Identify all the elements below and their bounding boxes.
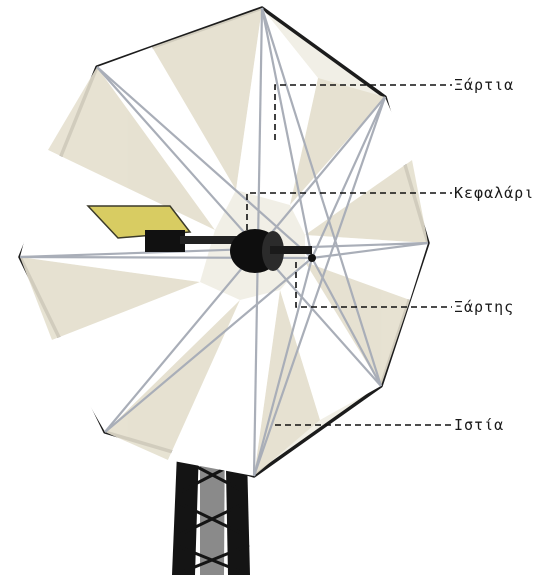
leader-kefalari xyxy=(246,192,452,230)
tail-vane xyxy=(86,205,240,252)
sail-disc xyxy=(18,6,430,478)
leader-xartia xyxy=(274,84,452,140)
leader-lines xyxy=(246,84,452,426)
label-istia: Ιστία xyxy=(454,416,504,434)
label-xartia: Ξάρτια xyxy=(454,76,514,94)
leader-xartis xyxy=(295,262,452,308)
hub-head xyxy=(230,229,316,273)
label-kefalari: Κεφαλάρι xyxy=(454,184,534,202)
label-xartis: Ξάρτης xyxy=(454,298,514,316)
sail-segments xyxy=(20,8,428,476)
